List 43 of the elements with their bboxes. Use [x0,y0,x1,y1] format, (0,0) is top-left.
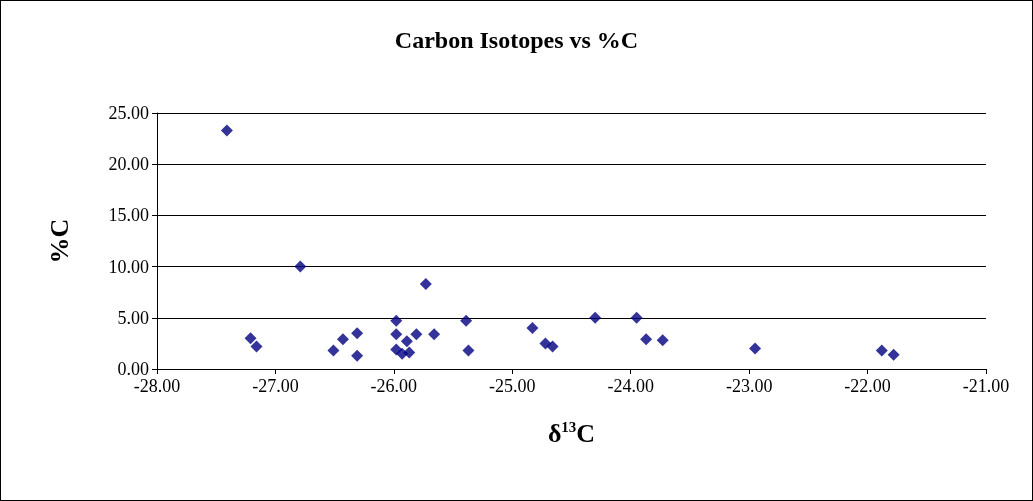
y-tick-label: 25.00 [108,103,149,123]
point [351,327,364,340]
point [656,334,669,347]
x-tick-label: -23.00 [725,376,773,396]
x-tick-label: -26.00 [370,376,418,396]
x-tick-label: -28.00 [133,376,181,396]
point [336,333,349,346]
point [428,328,441,341]
y-axis-title: %C [44,218,74,264]
y-tick-label: 10.00 [108,256,149,277]
x-tick-label: -25.00 [489,376,536,396]
x-tick-label: -22.00 [844,376,891,396]
x-tick-label: -24.00 [607,376,654,396]
point [630,311,643,324]
y-tick-label: 0.00 [117,359,149,379]
y-tick-label: 15.00 [108,205,149,226]
point [351,349,364,362]
point [294,260,307,273]
point [250,340,263,353]
point [539,337,552,350]
chart-title: Carbon Isotopes vs %C [394,27,639,53]
y-tick-label: 20.00 [108,154,149,175]
point [400,335,413,348]
point [403,346,416,359]
point [327,344,340,357]
point [419,278,432,291]
point [875,344,888,357]
point [220,124,233,137]
point [244,332,257,345]
point [526,322,539,335]
point [390,314,403,327]
point [640,333,653,346]
y-tick-label: 5.00 [117,307,149,328]
point [589,311,602,324]
x-tick-label: -27.00 [252,376,299,396]
point [410,328,423,341]
point [460,314,473,327]
x-tick-label: -21.00 [962,376,1010,396]
point [390,328,403,341]
point [462,344,475,357]
point [546,340,559,353]
point [749,342,762,355]
point [887,348,900,361]
